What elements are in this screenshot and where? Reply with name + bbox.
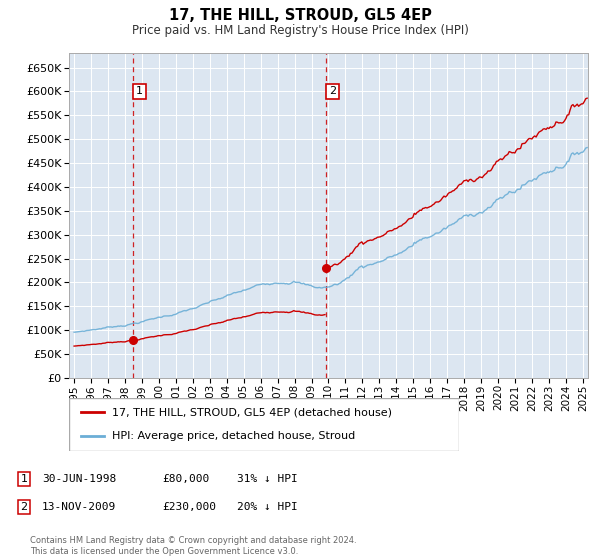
Text: 31% ↓ HPI: 31% ↓ HPI	[237, 474, 298, 484]
Text: 2: 2	[20, 502, 28, 512]
Text: £230,000: £230,000	[162, 502, 216, 512]
Text: 30-JUN-1998: 30-JUN-1998	[42, 474, 116, 484]
Text: 17, THE HILL, STROUD, GL5 4EP: 17, THE HILL, STROUD, GL5 4EP	[169, 8, 431, 24]
Text: 20% ↓ HPI: 20% ↓ HPI	[237, 502, 298, 512]
Text: 1: 1	[136, 86, 143, 96]
Text: £80,000: £80,000	[162, 474, 209, 484]
Text: 2: 2	[329, 86, 336, 96]
Text: 17, THE HILL, STROUD, GL5 4EP (detached house): 17, THE HILL, STROUD, GL5 4EP (detached …	[112, 408, 392, 418]
Text: 1: 1	[20, 474, 28, 484]
Text: HPI: Average price, detached house, Stroud: HPI: Average price, detached house, Stro…	[112, 431, 355, 441]
FancyBboxPatch shape	[69, 398, 459, 451]
Text: Contains HM Land Registry data © Crown copyright and database right 2024.
This d: Contains HM Land Registry data © Crown c…	[30, 536, 356, 556]
Text: 13-NOV-2009: 13-NOV-2009	[42, 502, 116, 512]
Text: Price paid vs. HM Land Registry's House Price Index (HPI): Price paid vs. HM Land Registry's House …	[131, 24, 469, 36]
